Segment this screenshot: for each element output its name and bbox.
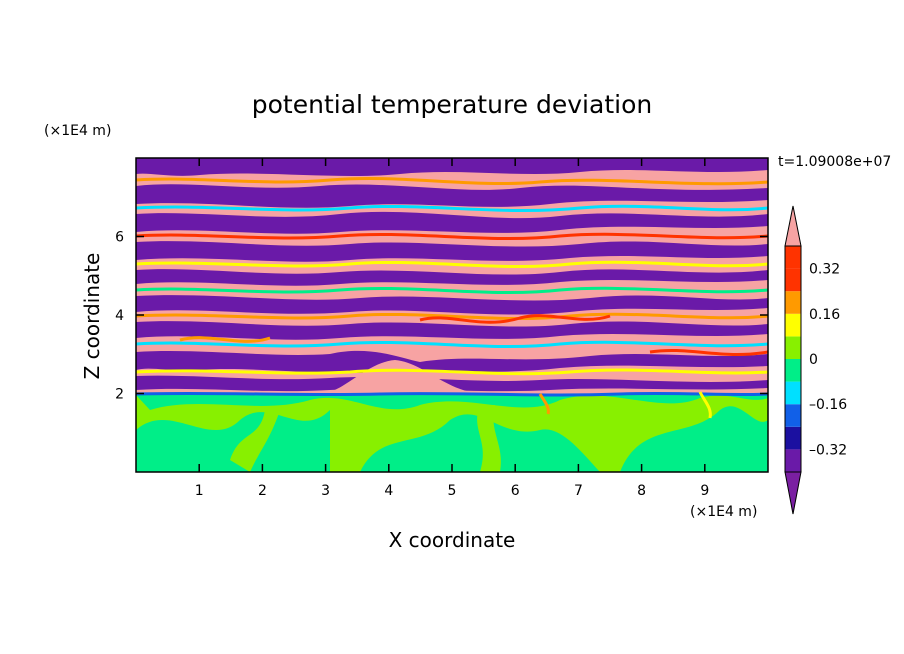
purple-band xyxy=(136,211,768,234)
colorbar-segment xyxy=(785,336,801,359)
y-tick-label: 2 xyxy=(115,387,124,403)
chart-title: potential temperature deviation xyxy=(252,90,652,119)
colorbar-segment xyxy=(785,359,801,382)
lower-swirl xyxy=(360,414,600,472)
colorbar-extend-high xyxy=(784,205,802,247)
x-axis-label: X coordinate xyxy=(389,528,516,552)
y-unit-label: (×1E4 m) xyxy=(44,123,111,139)
colorbar-segment xyxy=(785,449,801,472)
lower-swirl xyxy=(620,406,768,472)
y-tick-label: 4 xyxy=(115,308,124,324)
purple-band xyxy=(136,295,768,315)
purple-band xyxy=(136,241,768,262)
colorbar-tick-label: 0.16 xyxy=(809,307,840,323)
x-axis: 1 2 3 4 5 6 7 8 9 xyxy=(195,158,709,499)
x-tick-label: 9 xyxy=(700,483,709,499)
purple-band xyxy=(136,375,768,392)
x-tick-label: 2 xyxy=(258,483,267,499)
colorbar-segment xyxy=(785,313,801,337)
colorbar-tick-label: –0.16 xyxy=(809,397,847,413)
purple-band xyxy=(136,158,768,176)
time-label: t=1.09008e+07 xyxy=(778,154,891,170)
y-tick-label: 6 xyxy=(115,230,124,246)
x-tick-label: 8 xyxy=(637,483,646,499)
y-axis-label: Z coordinate xyxy=(80,253,104,380)
colorbar-tick-label: –0.32 xyxy=(809,442,847,458)
colorbar-segment xyxy=(785,246,801,269)
pink-dome xyxy=(330,360,470,392)
lower-swirl xyxy=(136,410,330,472)
colorbar-tick-label: 0.32 xyxy=(809,262,840,278)
x-tick-label: 3 xyxy=(321,483,330,499)
colorbar-segment xyxy=(785,404,801,427)
lower-swirl xyxy=(230,410,280,472)
colorbar-tick-label: 0 xyxy=(809,352,818,368)
purple-band xyxy=(136,269,768,286)
x-tick-label: 1 xyxy=(195,483,204,499)
heatmap-field xyxy=(136,158,768,472)
colorbar: 0.32 0.16 0 –0.16 –0.32 xyxy=(784,205,847,515)
purple-band xyxy=(136,321,768,340)
lower-swirl xyxy=(136,395,768,410)
lower-swirl xyxy=(477,405,501,472)
colorbar-extend-low xyxy=(784,471,802,515)
purple-band xyxy=(136,184,768,208)
purple-band xyxy=(136,350,768,373)
x-tick-label: 4 xyxy=(384,483,393,499)
x-tick-label: 6 xyxy=(511,483,520,499)
y-axis: 2 4 6 xyxy=(115,230,768,403)
colorbar-segment xyxy=(785,381,801,405)
colorbar-frame xyxy=(784,245,802,473)
colorbar-segment xyxy=(785,268,801,292)
colorbar-segment xyxy=(785,426,801,450)
x-tick-label: 5 xyxy=(448,483,457,499)
x-tick-label: 7 xyxy=(574,483,583,499)
x-unit-label: (×1E4 m) xyxy=(690,504,757,520)
contour-lines xyxy=(136,176,768,419)
colorbar-segment xyxy=(785,291,801,314)
